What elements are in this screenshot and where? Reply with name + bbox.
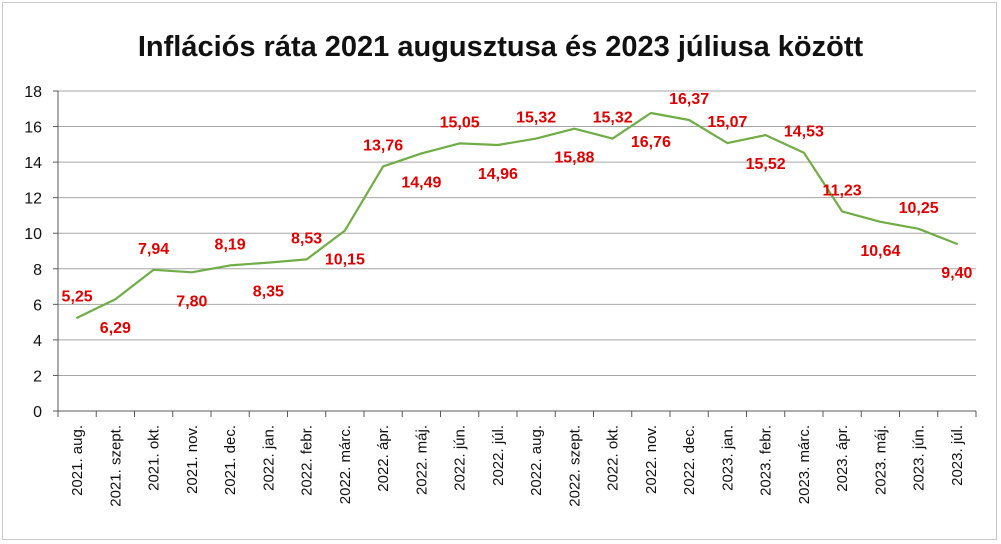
data-label: 8,53 (291, 230, 322, 247)
x-tick-label: 2022. okt. (605, 425, 622, 491)
x-tick-label: 2022. dec. (681, 425, 698, 495)
data-label: 15,52 (746, 156, 786, 173)
x-tick-label: 2022. máj. (413, 425, 430, 495)
data-label: 10,64 (860, 243, 900, 260)
data-label: 15,05 (440, 114, 480, 131)
y-tick-label: 6 (33, 297, 42, 314)
x-tick-label: 2023. márc. (796, 425, 813, 504)
data-label: 8,19 (215, 236, 246, 253)
x-tick-label: 2022. szept. (566, 425, 583, 507)
data-label: 15,88 (554, 150, 594, 167)
data-label: 11,23 (823, 182, 862, 199)
x-tick-label: 2023. jún. (911, 425, 928, 491)
x-tick-label: 2022. jún. (452, 425, 469, 491)
series-line (75, 111, 959, 319)
data-label: 15,32 (516, 110, 556, 127)
data-label: 6,29 (100, 320, 131, 337)
x-tick-label: 2022. júl. (490, 425, 507, 486)
y-tick-label: 12 (24, 191, 42, 208)
x-tick-label: 2021. dec. (222, 425, 239, 495)
y-tick-label: 16 (24, 120, 42, 137)
y-tick-label: 14 (24, 155, 42, 172)
data-label: 7,80 (176, 293, 207, 310)
axes: 0 2 4 6 8 10 12 14 16 18 2021. aug. 2021. szept. 202… (24, 84, 977, 507)
data-label: 7,94 (138, 241, 169, 258)
y-tick-label: 10 (24, 226, 42, 243)
x-tick-label: 2022. jan. (260, 425, 277, 491)
x-tick-label: 2022. nov. (643, 425, 660, 494)
y-tick-label: 0 (33, 404, 42, 421)
data-label: 14,53 (784, 124, 824, 141)
series-line-layer (75, 111, 959, 319)
data-label: 10,25 (899, 200, 939, 217)
data-label: 13,76 (363, 137, 403, 154)
x-tick-label: 2021. nov. (184, 425, 201, 494)
x-tick-label: 2022. ápr. (375, 425, 392, 492)
data-label: 15,07 (707, 114, 747, 131)
x-tick-label: 2021. okt. (146, 425, 163, 491)
data-label: 14,49 (401, 174, 441, 191)
chart-title: Inflációs ráta 2021 augusztusa és 2023 j… (137, 31, 864, 63)
data-label: 8,35 (253, 284, 284, 301)
y-tick-label: 4 (33, 333, 42, 350)
data-label: 5,25 (62, 289, 93, 306)
x-tick-label: 2023. máj. (872, 425, 889, 495)
x-tick-label: 2023. ápr. (834, 425, 851, 492)
data-label: 16,76 (631, 134, 671, 151)
gridlines (58, 90, 976, 376)
data-label: 15,32 (593, 110, 633, 127)
x-tick-label: 2022. febr. (299, 425, 316, 496)
y-tick-label: 2 (33, 368, 42, 385)
data-label: 9,40 (941, 265, 972, 282)
x-tick-label: 2023. febr. (758, 425, 775, 496)
y-tick-label: 18 (24, 84, 42, 101)
x-tick-label: 2023. júl. (949, 425, 966, 486)
x-tick-label: 2021. aug. (69, 425, 86, 496)
data-label: 10,15 (325, 252, 365, 269)
data-label: 16,37 (669, 91, 709, 108)
x-tick-label: 2021. szept. (107, 425, 124, 507)
x-tick-label: 2022. aug. (528, 425, 545, 496)
x-tick-label: 2022. márc. (337, 425, 354, 504)
y-tick-label: 8 (33, 262, 42, 279)
data-label: 14,96 (478, 166, 518, 183)
x-tick-label: 2023. jan. (719, 425, 736, 491)
